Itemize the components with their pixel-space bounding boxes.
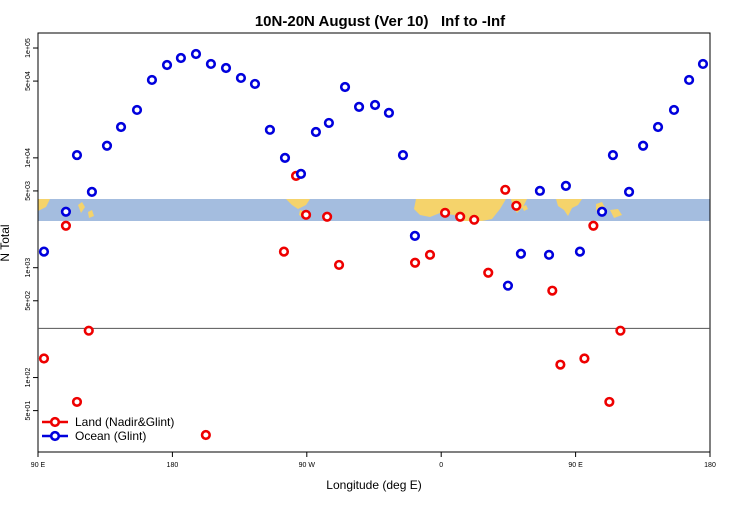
point xyxy=(683,74,695,86)
point xyxy=(278,246,290,257)
point xyxy=(596,206,608,217)
point xyxy=(38,246,50,257)
point xyxy=(543,249,555,260)
point xyxy=(161,59,173,71)
point xyxy=(146,74,158,86)
point xyxy=(500,184,511,195)
legend-label: Land (Nadir&Glint) xyxy=(75,415,174,429)
y-tick-label: 5e+04 xyxy=(25,71,32,91)
point xyxy=(101,140,113,151)
x-tick-label: 90 E xyxy=(31,462,46,469)
legend-label: Ocean (Glint) xyxy=(75,429,146,443)
point xyxy=(295,168,307,179)
point xyxy=(534,185,546,196)
point xyxy=(547,285,558,296)
point xyxy=(515,248,527,259)
ocean-strip xyxy=(38,199,710,221)
y-tick-label: 5e+02 xyxy=(25,291,32,311)
plot-frame xyxy=(37,32,711,453)
point xyxy=(555,359,566,370)
chart-title: 10N-20N August (Ver 10) Inf to -Inf xyxy=(255,13,506,30)
point xyxy=(249,78,261,90)
legend-marker xyxy=(49,416,61,428)
point xyxy=(607,149,619,161)
x-tick-label: 0 xyxy=(439,462,443,469)
point xyxy=(60,206,72,217)
point xyxy=(353,101,365,113)
point xyxy=(668,104,680,116)
point xyxy=(697,58,709,70)
point xyxy=(623,186,635,197)
y-tick-label: 5e+01 xyxy=(25,401,32,421)
point xyxy=(424,249,436,260)
point xyxy=(86,186,98,197)
y-tick-label: 1e+05 xyxy=(25,38,32,58)
point xyxy=(83,325,94,336)
x-tick-label: 180 xyxy=(167,462,179,469)
point xyxy=(383,107,395,118)
point xyxy=(502,280,514,291)
point xyxy=(38,353,50,364)
x-tick-label: 90 W xyxy=(299,462,316,469)
x-tick-label: 90 E xyxy=(568,462,583,469)
point xyxy=(455,211,466,222)
y-tick-label: 5e+03 xyxy=(25,181,32,201)
point xyxy=(60,220,72,231)
point xyxy=(637,140,649,151)
point xyxy=(574,246,586,257)
point xyxy=(652,121,664,133)
point xyxy=(615,325,626,336)
point xyxy=(409,230,421,241)
point xyxy=(220,62,232,74)
point xyxy=(175,52,187,64)
point xyxy=(588,220,599,231)
x-tick-label: 180 xyxy=(704,462,716,469)
legend: Land (Nadir&Glint)Ocean (Glint) xyxy=(42,415,174,443)
legend-marker xyxy=(49,430,61,442)
map-strip xyxy=(38,199,710,221)
point xyxy=(71,396,83,408)
point xyxy=(200,429,211,441)
point xyxy=(235,72,247,84)
point xyxy=(190,48,202,60)
point xyxy=(264,124,276,135)
point xyxy=(469,214,480,225)
point xyxy=(322,211,333,222)
point xyxy=(339,81,351,93)
y-tick-label: 1e+04 xyxy=(25,148,32,168)
point xyxy=(483,267,494,278)
point xyxy=(439,207,451,218)
point xyxy=(409,257,421,268)
y-axis-label: N Total xyxy=(0,224,12,261)
point xyxy=(115,121,127,133)
point xyxy=(300,209,312,220)
point xyxy=(333,259,345,271)
point xyxy=(310,126,322,138)
point xyxy=(369,99,381,111)
x-axis-label: Longitude (deg E) xyxy=(326,478,421,492)
point xyxy=(511,200,522,211)
y-tick-label: 1e+03 xyxy=(25,258,32,278)
point xyxy=(205,58,217,70)
point xyxy=(604,396,615,408)
point xyxy=(131,104,143,116)
point xyxy=(397,149,409,161)
y-tick-label: 1e+02 xyxy=(25,368,32,388)
point xyxy=(323,117,335,129)
point xyxy=(279,152,291,163)
point xyxy=(579,353,590,364)
point xyxy=(71,149,83,161)
point xyxy=(560,180,571,191)
